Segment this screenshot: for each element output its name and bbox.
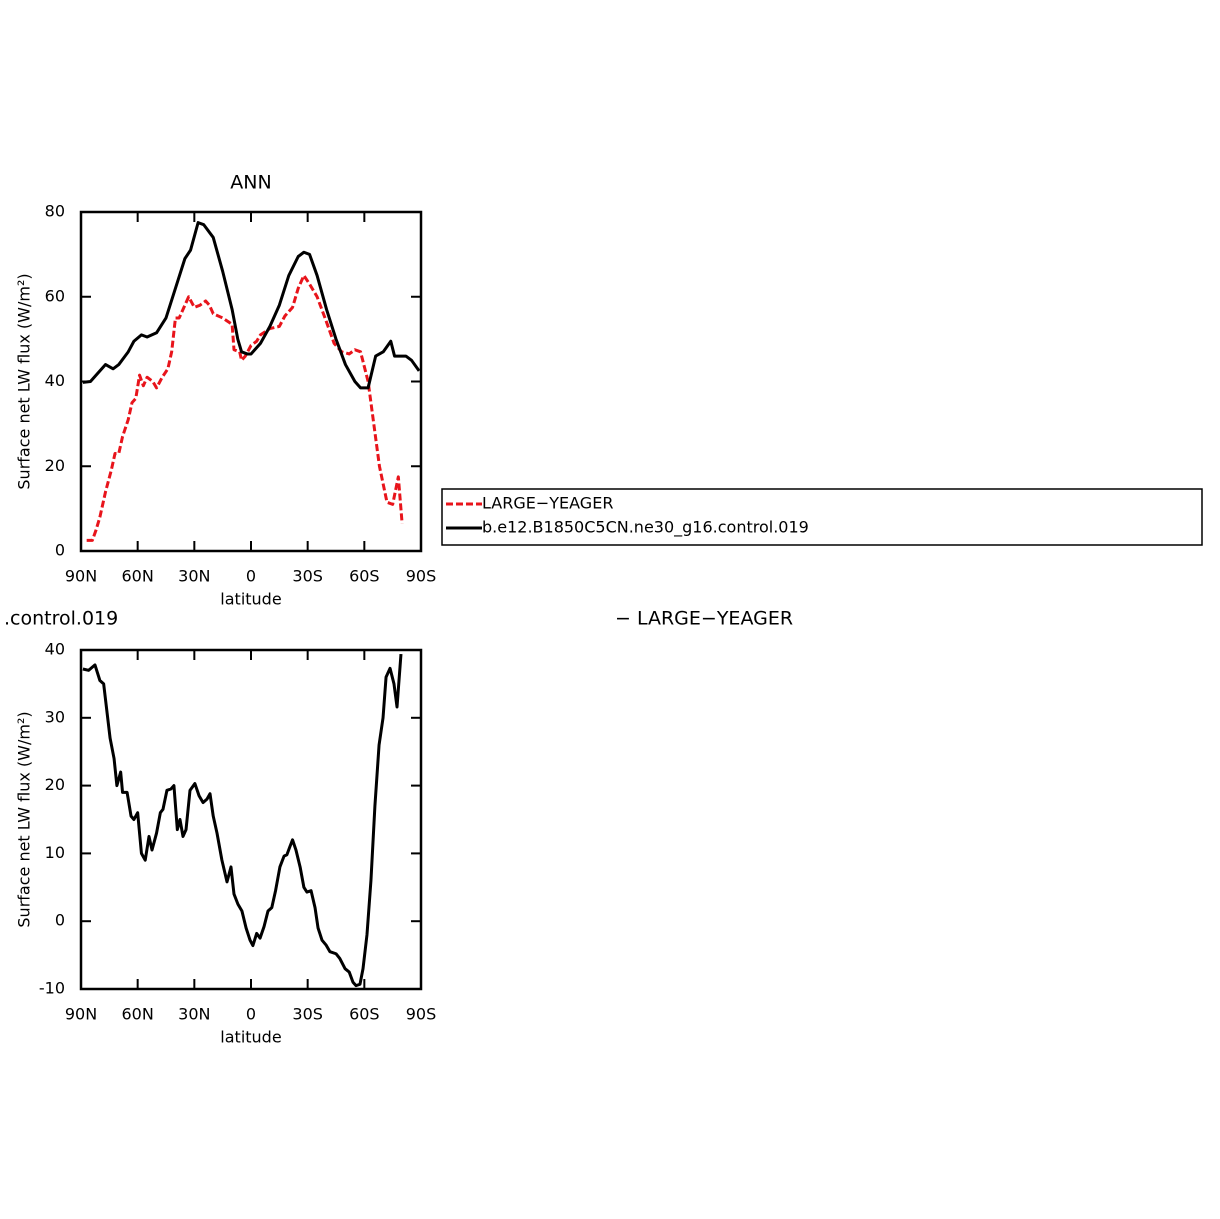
x-tick-label: 60N bbox=[122, 1005, 154, 1024]
y-tick-label: 80 bbox=[45, 202, 65, 221]
y-tick-label: 0 bbox=[55, 911, 65, 930]
chart-title: ANN bbox=[230, 172, 271, 194]
x-tick-label: 0 bbox=[246, 567, 256, 586]
data-line bbox=[82, 221, 421, 390]
x-tick-label: 90S bbox=[406, 567, 437, 586]
y-tick-label: 60 bbox=[45, 286, 65, 305]
legend-box bbox=[441, 488, 1203, 546]
x-tick-label: 0 bbox=[246, 1005, 256, 1024]
x-axis-label: latitude bbox=[220, 590, 281, 609]
chart-subtitle: − LARGE−YEAGER bbox=[615, 608, 793, 630]
y-tick-label: 0 bbox=[55, 541, 65, 560]
legend-label: b.e12.B1850C5CN.ne30_g16.control.019 bbox=[482, 518, 809, 538]
x-tick-label: 30S bbox=[292, 1005, 323, 1024]
x-tick-label: 60N bbox=[122, 567, 154, 586]
data-line bbox=[82, 653, 403, 988]
x-tick-label: 90N bbox=[65, 567, 97, 586]
x-tick-label: 60S bbox=[349, 1005, 380, 1024]
y-tick-label: 10 bbox=[45, 843, 65, 862]
x-tick-label: 60S bbox=[349, 567, 380, 586]
x-tick-label: 30N bbox=[178, 1005, 210, 1024]
x-tick-label: 90N bbox=[65, 1005, 97, 1024]
data-line bbox=[86, 274, 404, 542]
y-tick-label: 40 bbox=[45, 371, 65, 390]
y-tick-label: 20 bbox=[45, 456, 65, 475]
chart-title: .control.019 bbox=[4, 608, 118, 630]
y-tick-label: -10 bbox=[39, 979, 65, 998]
y-axis-label: Surface net LW flux (W/m²) bbox=[15, 711, 34, 927]
y-tick-label: 20 bbox=[45, 775, 65, 794]
x-tick-label: 90S bbox=[406, 1005, 437, 1024]
y-axis-label: Surface net LW flux (W/m²) bbox=[15, 273, 34, 489]
x-tick-label: 30S bbox=[292, 567, 323, 586]
x-tick-label: 30N bbox=[178, 567, 210, 586]
legend-label: LARGE−YEAGER bbox=[482, 494, 613, 513]
y-tick-label: 40 bbox=[45, 640, 65, 659]
x-axis-label: latitude bbox=[220, 1028, 281, 1047]
y-tick-label: 30 bbox=[45, 707, 65, 726]
